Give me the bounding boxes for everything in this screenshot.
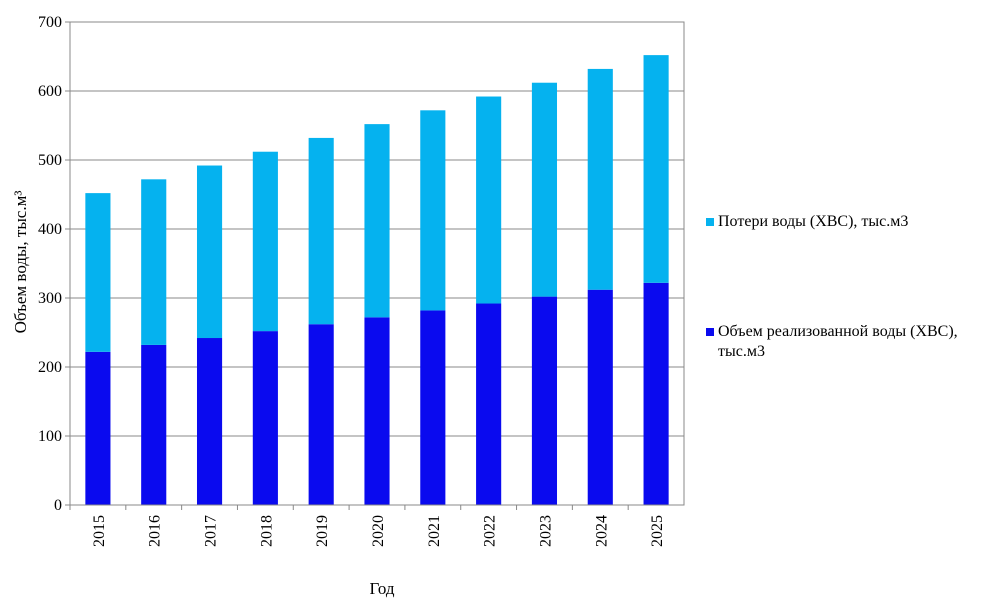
legend-swatch-sold-volume: [706, 328, 714, 336]
bar-losses: [252, 151, 278, 332]
bar-sold-volume: [141, 344, 167, 505]
y-tick-label: 0: [54, 497, 62, 514]
bar-losses: [531, 82, 558, 297]
legend-label-losses: Потери воды (ХВС), тыс.м3: [718, 213, 909, 230]
legend-item-sold-volume: Объем реализованной воды (ХВС), тыс.м3: [706, 322, 994, 362]
x-tick-label: 2024: [593, 515, 610, 547]
bar-losses: [420, 110, 446, 311]
bars: [85, 55, 669, 505]
bar-losses: [141, 179, 167, 345]
plot-frame: [69, 21, 685, 506]
bar-sold-volume: [196, 338, 223, 505]
bar-losses: [643, 55, 669, 283]
y-tick-label: 100: [38, 428, 62, 445]
y-tick-label: 200: [38, 359, 62, 376]
x-tick-label: 2019: [314, 515, 331, 547]
bar-sold-volume: [308, 324, 334, 505]
bar-losses: [308, 137, 334, 325]
legend-item-losses: Потери воды (ХВС), тыс.м3: [706, 212, 994, 232]
y-tick-label: 600: [38, 83, 62, 100]
y-tick-label: 700: [38, 14, 62, 31]
bar-sold-volume: [252, 331, 278, 505]
bar-sold-volume: [364, 317, 390, 505]
y-tick-label: 300: [38, 290, 62, 307]
bar-sold-volume: [643, 282, 669, 505]
y-axis-title: Объем воды, тыс.м³: [11, 191, 30, 334]
x-tick-label: 2017: [203, 515, 220, 547]
bar-sold-volume: [85, 351, 111, 505]
bar-losses: [364, 124, 390, 318]
x-tick-label: 2020: [370, 515, 387, 547]
bar-losses: [196, 165, 223, 339]
x-axis-title: Год: [370, 579, 395, 598]
bar-sold-volume: [531, 296, 558, 505]
x-tick-label: 2015: [91, 515, 108, 547]
x-tick-label: 2018: [258, 515, 275, 547]
bar-sold-volume: [587, 289, 613, 505]
x-tick-label: 2016: [147, 515, 164, 547]
x-tick-label: 2023: [537, 515, 554, 547]
x-tick-label: 2021: [426, 515, 443, 547]
x-tick-labels: 2015 2016 2017 2018 2019 2020 2021 2022 2023 2024…: [69, 505, 666, 547]
legend-swatch-losses: [706, 218, 714, 226]
axes: [69, 21, 685, 506]
bar-sold-volume: [476, 303, 502, 505]
bar-losses: [476, 96, 502, 304]
x-tick-label: 2025: [649, 515, 666, 547]
legend-label-sold-volume: Объем реализованной воды (ХВС), тыс.м3: [718, 323, 958, 360]
y-tick-label: 400: [38, 221, 62, 238]
bar-losses: [85, 193, 111, 352]
y-tick-label: 500: [38, 152, 62, 169]
y-tick-labels: 0 100 200 300 400 500 600 700: [38, 14, 70, 514]
x-tick-label: 2022: [482, 515, 499, 547]
bar-losses: [587, 68, 613, 290]
bar-sold-volume: [420, 310, 446, 505]
legend: Потери воды (ХВС), тыс.м3 Объем реализов…: [706, 212, 994, 362]
